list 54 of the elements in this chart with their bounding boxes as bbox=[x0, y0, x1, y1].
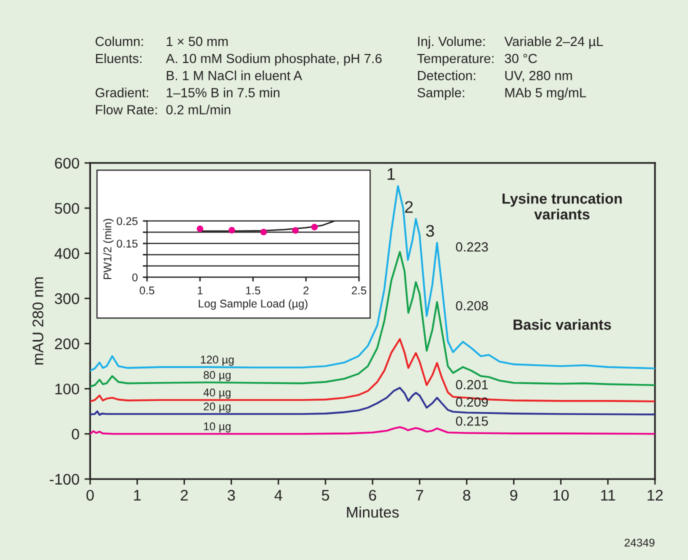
series-label: 120 µg bbox=[200, 356, 234, 366]
x-tick-label: 5 bbox=[322, 490, 330, 501]
annotation: 1 bbox=[388, 168, 395, 180]
x-tick-label: 2 bbox=[180, 490, 188, 501]
annotation: 0.208 bbox=[456, 301, 488, 310]
annotation: 0.215 bbox=[456, 416, 488, 426]
y-tick-label: 600 bbox=[55, 158, 80, 169]
text: Inj. Volume: Temperature: Detection: Sample: bbox=[417, 36, 494, 100]
annotation: 3 bbox=[426, 225, 434, 237]
x-axis-title: Log Sample Load (µg) bbox=[198, 299, 308, 310]
x-tick-label: 12 bbox=[648, 490, 663, 501]
annotation: 2 bbox=[405, 201, 413, 213]
y-tick-label: 400 bbox=[54, 248, 80, 259]
x-tick-label: 6 bbox=[369, 490, 376, 501]
annotation: Basic variants bbox=[514, 319, 611, 330]
x-tick-label: 2.5 bbox=[352, 286, 366, 294]
series-label: 80 µg bbox=[204, 371, 231, 382]
text: 24349 bbox=[624, 538, 654, 547]
y-tick-label: 0.25 bbox=[116, 217, 138, 226]
x-tick-label: 7 bbox=[416, 490, 424, 501]
annotation: 0.223 bbox=[456, 242, 488, 252]
text: 1 × 50 mm A. 10 mM Sodium phosphate, pH 7.6 B. 1 M NaCl in eluent A 1–15% B in 7.5 min 0.2 mL/min bbox=[166, 36, 382, 114]
annotation: Lysine truncation variants bbox=[502, 193, 622, 220]
series-label: 20 µg bbox=[204, 402, 231, 413]
x-tick-label: 2 bbox=[303, 286, 309, 294]
text: Variable 2–24 µL 30 °C UV, 280 nm MAb 5 mg/mL bbox=[504, 36, 603, 100]
x-tick-label: 10 bbox=[554, 490, 569, 501]
y-tick-label: 500 bbox=[54, 202, 80, 214]
x-axis-title: Minutes bbox=[347, 506, 399, 518]
x-tick-label: 0 bbox=[86, 490, 94, 501]
x-tick-label: 8 bbox=[463, 490, 470, 501]
x-tick-label: 9 bbox=[510, 490, 518, 501]
annotation: 0.201 bbox=[456, 380, 488, 390]
text: Column: Eluents: Gradient: Flow Rate: bbox=[96, 36, 157, 114]
y-tick-label: -100 bbox=[50, 474, 80, 485]
y-tick-label: 0 bbox=[132, 273, 138, 282]
annotation: 0.209 bbox=[456, 397, 488, 407]
x-tick-label: 1 bbox=[198, 286, 203, 294]
x-tick-label: 0.5 bbox=[140, 286, 154, 294]
y-tick-label: 300 bbox=[54, 293, 80, 304]
x-tick-label: 11 bbox=[601, 490, 616, 501]
y-axis-title: mAU 280 nm bbox=[32, 277, 44, 365]
series-label: 10 µg bbox=[204, 422, 231, 432]
y-tick-label: 0 bbox=[72, 428, 80, 440]
series-label: 40 µg bbox=[203, 388, 231, 399]
x-tick-label: 1.5 bbox=[246, 286, 260, 294]
x-tick-label: 3 bbox=[228, 490, 235, 501]
y-axis-title: PW1/2 (min) bbox=[103, 218, 114, 280]
x-tick-label: 1 bbox=[134, 490, 141, 501]
x-tick-label: 4 bbox=[274, 490, 282, 501]
y-tick-label: 100 bbox=[55, 384, 80, 394]
line-series bbox=[90, 185, 655, 372]
y-tick-label: 200 bbox=[54, 338, 80, 350]
y-tick-label: 0.15 bbox=[116, 240, 138, 248]
